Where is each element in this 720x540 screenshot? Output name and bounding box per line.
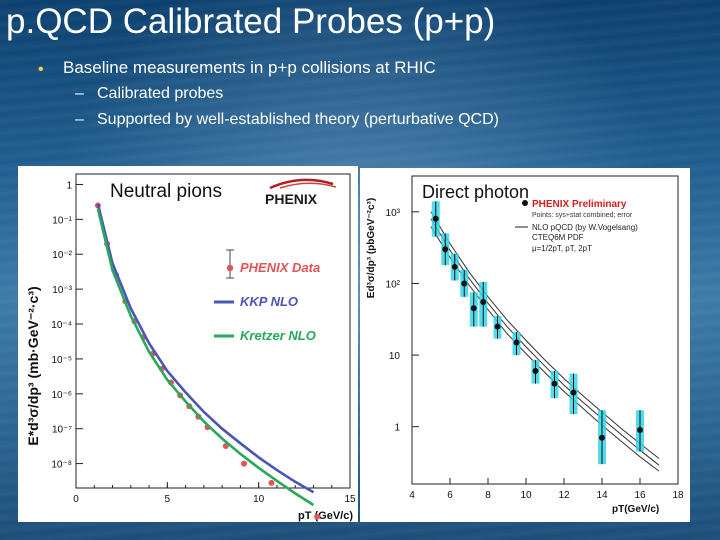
x-tick-label: 15	[344, 494, 356, 505]
x-tick-label: 8	[485, 490, 491, 501]
sub-bullet-text: Calibrated probes	[97, 85, 224, 102]
data-point	[551, 380, 558, 387]
chart-label: Neutral pions	[110, 181, 222, 202]
plot-frame	[75, 173, 351, 489]
data-point	[461, 280, 468, 287]
x-tick-label: 14	[596, 490, 608, 501]
x-tick-label: 18	[672, 490, 684, 501]
sub-bullet-text: Supported by well-established theory (pe…	[97, 111, 499, 128]
series-line-kkp-nlo	[96, 203, 315, 494]
bullet-dot-icon: •	[38, 61, 44, 78]
y-tick-label: 10⁻⁶	[51, 390, 72, 401]
y-axis-label: E*d³σ/dp³ (mb·GeV⁻²·c³)	[25, 286, 41, 445]
legend-entry: NLO pQCD (by W.Vogelsang)	[532, 223, 638, 232]
x-tick-label: 16	[634, 490, 646, 501]
direct-photon-chart: Direct photon Ed³σ/dp³ (pbGeV⁻²c³) pT(Ge…	[366, 175, 684, 515]
main-bullet: Baseline measurements in p+p collisions …	[63, 58, 436, 77]
legend-entry: PHENIX Data	[240, 260, 320, 275]
y-tick-label: 1	[66, 180, 72, 191]
x-tick-label: 4	[409, 490, 415, 501]
neutral-pion-chart: Neutral pions PHENIX E*d³σ/dp³ (mb·GeV⁻²…	[25, 173, 356, 522]
legend-entry: μ=1/2pT, pT, 2pT	[532, 244, 592, 253]
y-tick-label: 10⁻⁴	[51, 320, 72, 331]
legend-entry: PHENIX Preliminary	[532, 199, 627, 210]
x-tick-label: 6	[447, 490, 453, 501]
data-point	[599, 434, 605, 441]
direct-photon-panel: Direct photon Ed³σ/dp³ (pbGeV⁻²c³) pT(Ge…	[360, 168, 690, 522]
y-tick-label: 10⁻⁸	[51, 460, 72, 471]
y-tick-label: 10⁻⁷	[52, 425, 72, 436]
data-point	[268, 479, 275, 486]
sub-bullet-1: – Calibrated probes	[75, 85, 223, 103]
y-tick-label: 10⁻¹	[52, 215, 72, 226]
y-tick-label: 10⁻³	[52, 285, 72, 296]
x-axis-label: pT (GeV/c)	[298, 510, 353, 522]
theory-curve	[430, 211, 660, 459]
x-tick-label: 0	[73, 494, 79, 505]
chart-label: Direct photon	[422, 182, 529, 202]
legend-entry: KKP NLO	[240, 294, 298, 309]
data-point	[513, 339, 520, 346]
legend-entry: Points: sys+stat combined; error	[532, 212, 633, 219]
x-tick-label: 10	[520, 490, 532, 501]
y-tick-label: 10⁻²	[52, 250, 72, 261]
sub-bullet-2: – Supported by well-established theory (p…	[75, 111, 499, 129]
data-point	[532, 367, 539, 374]
x-tick-label: 10	[253, 494, 265, 505]
data-point	[451, 263, 458, 270]
x-tick-label: 12	[558, 490, 570, 501]
phenix-logo: PHENIX	[265, 178, 337, 207]
x-axis-label: pT(GeV/c)	[612, 504, 659, 515]
data-point	[432, 215, 439, 222]
slide-title: p.QCD Calibrated Probes (p+p)	[6, 2, 496, 41]
data-point	[494, 323, 501, 330]
legend: PHENIX Data KKP NLO Kretzer NLO	[214, 249, 320, 343]
phenix-logo-text: PHENIX	[265, 191, 318, 207]
legend-entry: CTEQ6M PDF	[532, 233, 584, 242]
y-tick-label: 10	[389, 351, 401, 362]
theory-curve	[430, 218, 660, 466]
y-axis-label: Ed³σ/dp³ (pbGeV⁻²c³)	[366, 198, 377, 298]
y-tick-label: 10⁻⁵	[51, 355, 72, 366]
legend-entry: Kretzer NLO	[240, 328, 316, 343]
y-tick-label: 10²	[386, 279, 401, 290]
plot-frame	[411, 175, 679, 485]
data-point	[442, 246, 449, 253]
theory-curve	[430, 226, 660, 472]
legend-marker	[226, 264, 234, 272]
data-point	[570, 389, 577, 396]
sub-bullet-dash: –	[75, 85, 84, 102]
series-line-kretzer-nlo	[96, 208, 315, 507]
data-point	[314, 513, 321, 520]
sub-bullet-dash: –	[75, 111, 84, 128]
neutral-pion-panel: Neutral pions PHENIX E*d³σ/dp³ (mb·GeV⁻²…	[18, 166, 358, 522]
legend-marker	[522, 200, 528, 206]
y-tick-label: 10³	[386, 208, 401, 219]
data-point	[480, 299, 487, 306]
y-tick-label: 1	[394, 423, 400, 434]
x-tick-label: 5	[165, 494, 171, 505]
data-point	[241, 460, 248, 467]
legend: PHENIX Preliminary Points: sys+stat combi…	[515, 199, 638, 253]
data-point	[637, 426, 643, 433]
data-point	[470, 305, 477, 312]
